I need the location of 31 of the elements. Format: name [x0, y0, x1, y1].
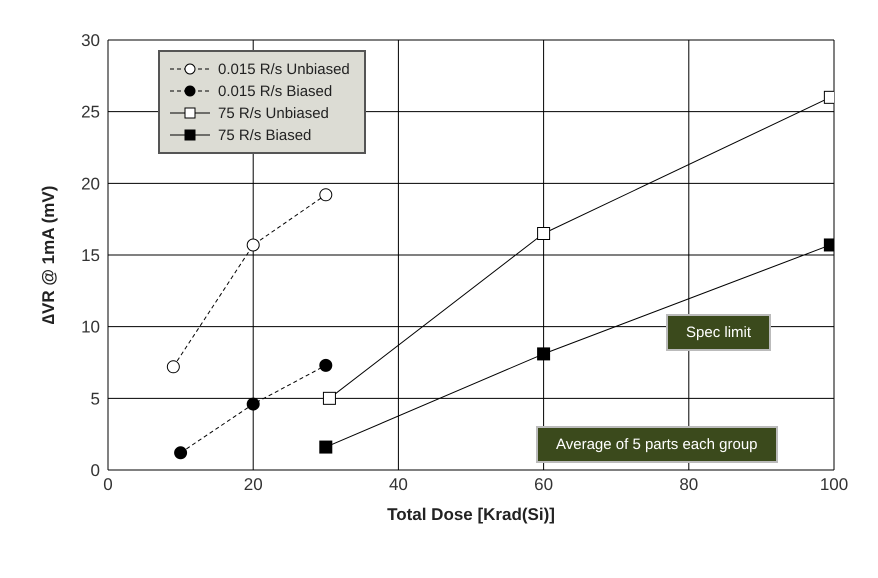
annotation: Average of 5 parts each group [536, 426, 778, 463]
point [537, 227, 550, 240]
y-tick-label: 15 [81, 246, 100, 266]
point [246, 238, 260, 252]
legend-label: 0.015 R/s Unbiased [218, 60, 350, 78]
x-tick-label: 80 [679, 475, 698, 494]
y-tick-label: 20 [81, 174, 100, 194]
point [319, 358, 332, 372]
legend-label: 0.015 R/s Biased [218, 82, 332, 100]
x-tick-label: 0 [103, 475, 113, 494]
annotation: Spec limit [666, 314, 772, 351]
point [537, 347, 550, 360]
point [319, 188, 332, 202]
point [319, 440, 332, 454]
y-tick-label: 5 [90, 389, 100, 408]
y-tick-label: 0 [90, 461, 100, 480]
y-tick-label: 25 [81, 102, 100, 122]
point [166, 360, 180, 374]
y-tick-label: 30 [81, 31, 100, 50]
point [246, 398, 260, 411]
x-tick-label: 20 [244, 475, 263, 494]
point [322, 392, 336, 405]
y-tick-label: 10 [81, 318, 100, 337]
x-tick-label: 100 [820, 475, 848, 494]
y-axis-title: ∆VR @ 1mA (mV) [39, 186, 58, 324]
x-tick-label: 40 [388, 475, 408, 494]
point [174, 446, 188, 460]
x-tick-label: 60 [534, 475, 554, 494]
x-axis-title: Total Dose [Krad(Si)] [387, 505, 555, 524]
legend-label: 75 R/s Biased [218, 126, 312, 144]
legend-label: 75 R/s Unbiased [218, 104, 329, 122]
